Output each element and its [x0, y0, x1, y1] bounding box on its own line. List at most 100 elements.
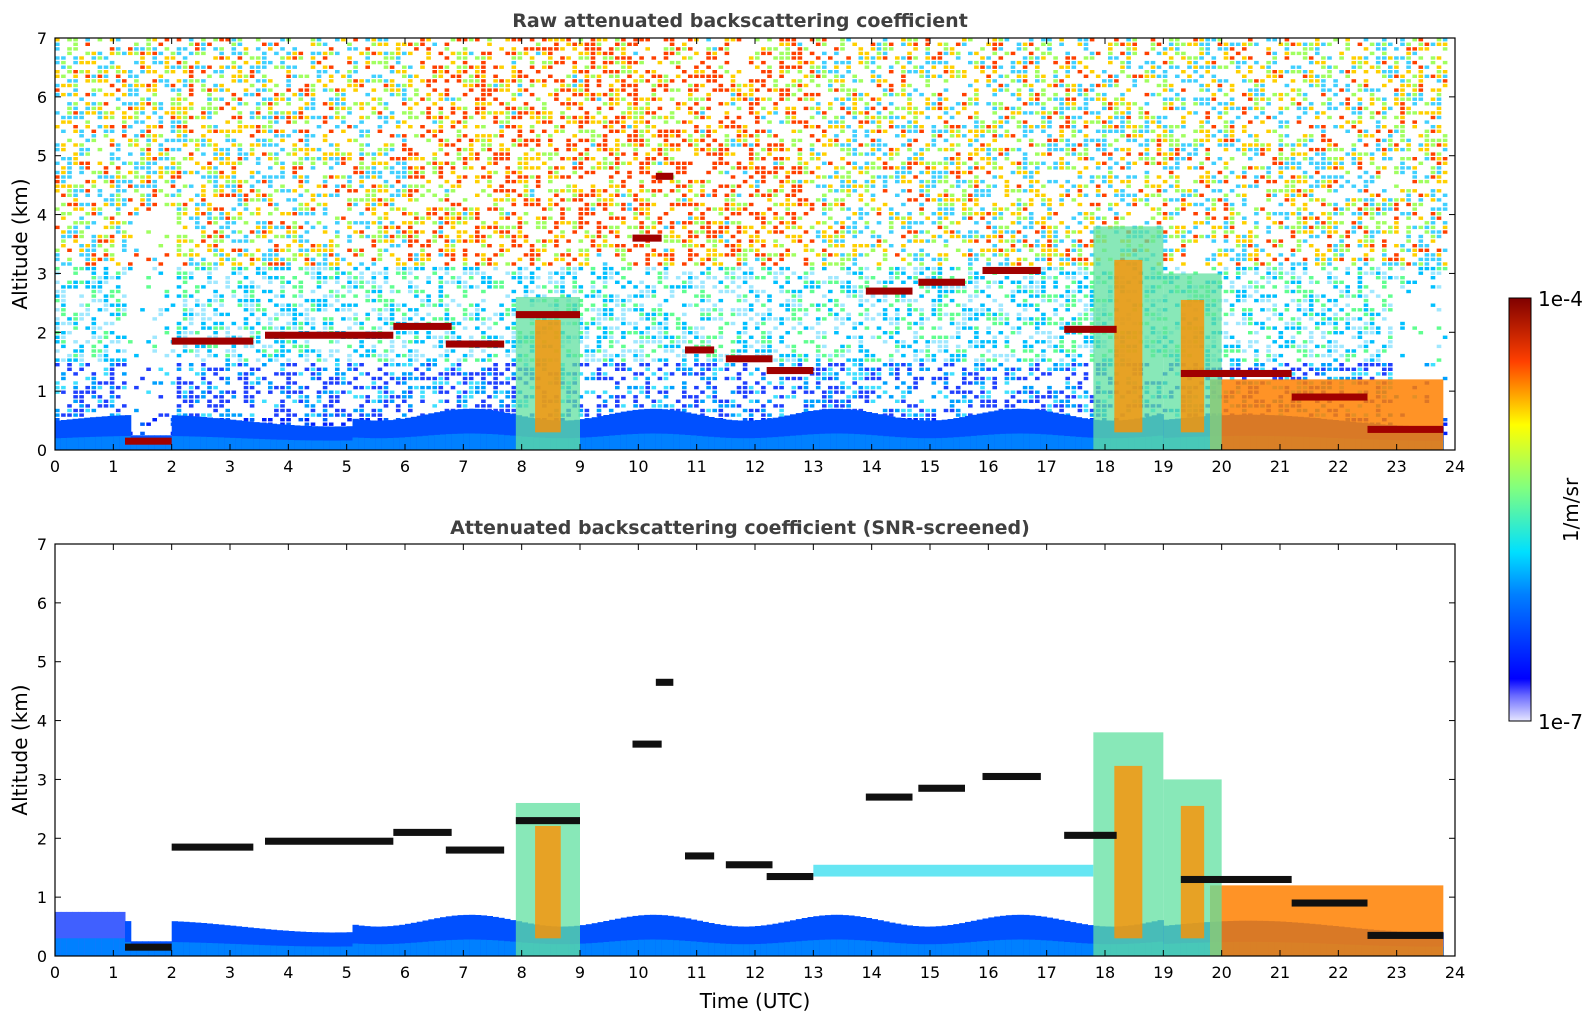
x-tick-label: 23: [1386, 963, 1406, 982]
colorbar-max-label: 1e-4: [1538, 287, 1583, 311]
x-tick-label: 9: [575, 963, 585, 982]
x-tick-label: 9: [575, 457, 585, 476]
x-tick-label: 13: [803, 963, 823, 982]
cloud-layer: [125, 944, 172, 951]
y-tick-label: 1: [37, 382, 47, 401]
cloud-layer: [866, 794, 913, 801]
y-tick-label: 4: [37, 712, 47, 731]
y-tick-label: 3: [37, 264, 47, 283]
y-tick-label: 6: [37, 594, 47, 613]
panel-raw-plot-area: [55, 38, 1447, 450]
plume: [1093, 732, 1163, 956]
cloud-layer: [1064, 326, 1117, 333]
panel-screened-ylabel: Altitude (km): [8, 684, 32, 815]
cloud-layer: [983, 267, 1041, 274]
colorbar: 1e-4 1e-7 1/m/sr: [1509, 287, 1583, 734]
x-tick-label: 18: [1095, 963, 1115, 982]
plume: [516, 803, 580, 956]
x-tick-label: 0: [50, 963, 60, 982]
x-tick-label: 3: [225, 457, 235, 476]
cloud-layer: [685, 852, 714, 859]
cloud-layer: [446, 341, 504, 348]
cloud-layer: [1181, 876, 1292, 883]
cloud-layer: [1292, 899, 1368, 906]
cloud-layer: [172, 844, 254, 851]
x-tick-label: 1: [108, 963, 118, 982]
panel-screened: Attenuated backscattering coefficient (S…: [8, 517, 1465, 1013]
cloud-layer: [726, 355, 773, 362]
cloud-layer: [656, 679, 674, 686]
cloud-layer: [393, 323, 451, 330]
cloud-layer: [685, 346, 714, 353]
panel-raw: Raw attenuated backscattering coefficien…: [8, 10, 1465, 476]
x-tick-label: 4: [283, 963, 293, 982]
x-tick-label: 6: [400, 963, 410, 982]
x-tick-label: 16: [978, 457, 998, 476]
cloud-layer: [125, 438, 172, 445]
dense-aerosol-region: [1210, 379, 1443, 450]
cloud-layer: [1368, 426, 1444, 433]
cloud-layer: [767, 873, 814, 880]
cloud-layer: [983, 773, 1041, 780]
y-tick-label: 5: [37, 653, 47, 672]
cloud-layer: [1292, 393, 1368, 400]
x-tick-label: 2: [167, 963, 177, 982]
x-tick-label: 17: [1036, 457, 1056, 476]
x-tick-label: 15: [920, 963, 940, 982]
x-tick-label: 4: [283, 457, 293, 476]
cloud-layer: [516, 817, 580, 824]
x-tick-label: 18: [1095, 457, 1115, 476]
thin-aerosol-layer: [813, 865, 1093, 877]
y-tick-label: 1: [37, 888, 47, 907]
x-tick-label: 24: [1445, 457, 1465, 476]
x-tick-label: 21: [1270, 963, 1290, 982]
x-tick-label: 2: [167, 457, 177, 476]
y-tick-label: 2: [37, 829, 47, 848]
x-tick-label: 19: [1153, 457, 1173, 476]
cloud-layer: [1064, 832, 1117, 839]
x-tick-label: 8: [517, 457, 527, 476]
panel-screened-title: Attenuated backscattering coefficient (S…: [450, 517, 1030, 539]
plume: [1163, 779, 1221, 956]
panel-raw-title: Raw attenuated backscattering coefficien…: [512, 10, 968, 32]
cloud-layer: [918, 785, 965, 792]
x-tick-label: 20: [1211, 457, 1231, 476]
x-tick-label: 8: [517, 963, 527, 982]
x-tick-label: 13: [803, 457, 823, 476]
y-tick-label: 3: [37, 770, 47, 789]
y-tick-label: 0: [37, 441, 47, 460]
cloud-layer: [1181, 370, 1292, 377]
y-tick-label: 4: [37, 206, 47, 225]
x-tick-label: 12: [745, 963, 765, 982]
x-tick-label: 10: [628, 963, 648, 982]
x-tick-label: 7: [458, 457, 468, 476]
colorbar-min-label: 1e-7: [1538, 710, 1583, 734]
x-tick-label: 7: [458, 963, 468, 982]
x-tick-label: 3: [225, 963, 235, 982]
x-tick-label: 11: [686, 963, 706, 982]
plume: [1163, 273, 1221, 450]
colorbar-unit-label: 1/m/sr: [1559, 477, 1583, 542]
plume: [516, 297, 580, 450]
x-tick-label: 17: [1036, 963, 1056, 982]
cloud-layer: [918, 279, 965, 286]
cloud-layer: [767, 367, 814, 374]
y-tick-label: 6: [37, 88, 47, 107]
x-tick-label: 16: [978, 963, 998, 982]
x-tick-label: 15: [920, 457, 940, 476]
x-tick-label: 24: [1445, 963, 1465, 982]
x-tick-label: 19: [1153, 963, 1173, 982]
x-tick-label: 0: [50, 457, 60, 476]
x-tick-label: 22: [1328, 457, 1348, 476]
cloud-layer: [633, 741, 662, 748]
cloud-layer: [866, 288, 913, 295]
cloud-layer: [446, 847, 504, 854]
cloud-layer: [393, 829, 451, 836]
y-tick-label: 7: [37, 29, 47, 48]
panel-raw-ylabel: Altitude (km): [8, 178, 32, 309]
x-tick-label: 12: [745, 457, 765, 476]
cloud-layer: [265, 838, 393, 845]
x-tick-label: 5: [342, 963, 352, 982]
y-tick-label: 2: [37, 323, 47, 342]
